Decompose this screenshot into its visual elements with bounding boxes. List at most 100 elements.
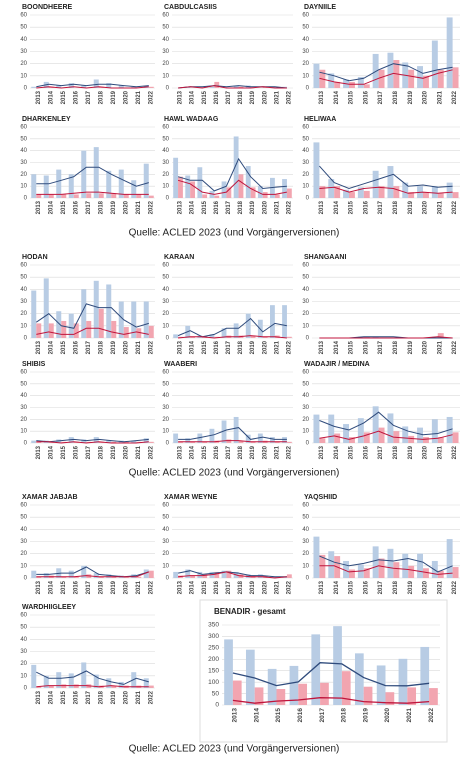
y-tick-label: 10 (302, 429, 309, 435)
x-tick-label: 2020 (123, 445, 129, 459)
bar (402, 426, 409, 443)
bar (111, 320, 117, 338)
x-tick-label: 2015 (349, 200, 355, 214)
chart-title: WAABERI (164, 361, 197, 368)
bar (372, 406, 379, 443)
x-tick-label: 2017 (319, 708, 326, 723)
y-tick-label: 10 (20, 563, 27, 569)
bar (73, 323, 79, 338)
y-tick-label: 20 (20, 311, 27, 317)
bar (61, 576, 67, 578)
bar (319, 186, 326, 198)
x-tick-label: 2021 (136, 445, 142, 459)
x-tick-label: 2014 (190, 200, 196, 214)
bar (173, 571, 179, 578)
bar (202, 441, 208, 443)
bar (31, 174, 37, 198)
bar (408, 435, 415, 443)
x-tick-label: 2020 (123, 90, 129, 104)
x-tick-label: 2019 (111, 690, 117, 704)
bar (372, 170, 379, 198)
x-tick-label: 2014 (253, 708, 260, 723)
x-tick-label: 2021 (437, 200, 443, 214)
bar (36, 686, 42, 688)
x-tick-label: 2017 (378, 340, 384, 354)
x-tick-label: 2016 (214, 580, 220, 594)
y-tick-label: 50 (162, 381, 169, 387)
x-tick-label: 2021 (406, 708, 413, 723)
bar (313, 536, 320, 578)
x-tick-label: 2020 (262, 90, 268, 104)
x-tick-label: 2016 (214, 340, 220, 354)
x-tick-label: 2019 (111, 200, 117, 214)
x-tick-label: 2014 (48, 340, 54, 354)
x-tick-label: 2019 (111, 90, 117, 104)
chart-title: SHIBIS (22, 361, 46, 368)
x-tick-label: 2018 (341, 708, 348, 723)
y-tick-label: 300 (208, 633, 219, 640)
bar (289, 665, 299, 705)
x-tick-label: 2015 (61, 200, 67, 214)
x-tick-label: 2022 (148, 340, 154, 354)
x-tick-label: 2014 (190, 340, 196, 354)
line (178, 427, 287, 440)
bar (178, 441, 183, 443)
x-tick-label: 2019 (250, 445, 256, 459)
y-tick-label: 0 (24, 86, 28, 92)
y-tick-label: 20 (162, 311, 169, 317)
bar (98, 576, 104, 578)
bar (197, 433, 203, 443)
x-tick-label: 2016 (363, 445, 369, 459)
x-tick-label: 2015 (61, 340, 67, 354)
line (177, 317, 287, 338)
bar (363, 336, 370, 338)
bar (214, 195, 220, 198)
line (319, 63, 453, 82)
chart-title: BENADIR - gesamt (214, 607, 286, 616)
y-tick-label: 20 (162, 61, 169, 67)
x-tick-label: 2018 (98, 580, 104, 594)
x-tick-label: 2017 (226, 340, 232, 354)
x-tick-label: 2016 (297, 708, 304, 723)
bar (334, 81, 341, 88)
bar (197, 167, 203, 198)
x-tick-label: 2013 (319, 445, 325, 459)
bar (31, 440, 37, 443)
bar (262, 192, 268, 198)
x-tick-label: 2020 (262, 200, 268, 214)
x-tick-label: 2022 (452, 200, 458, 214)
bar (148, 441, 154, 443)
y-tick-label: 10 (302, 563, 309, 569)
bar (354, 653, 364, 705)
chart-title: BOONDHEERE (22, 4, 73, 11)
x-tick-label: 2015 (202, 200, 208, 214)
y-tick-label: 50 (302, 136, 309, 142)
bar (349, 437, 355, 443)
bar (93, 147, 99, 198)
line (319, 430, 453, 440)
bar (262, 336, 268, 338)
bar (190, 336, 195, 338)
y-tick-label: 20 (162, 417, 169, 423)
bar (274, 441, 280, 443)
y-tick-label: 60 (302, 13, 309, 19)
bar (437, 333, 444, 338)
bar (106, 83, 112, 88)
x-tick-label: 2016 (214, 445, 220, 459)
x-tick-label: 2022 (287, 90, 293, 104)
bar (185, 569, 191, 578)
bar (378, 427, 385, 443)
chart-title: DAYNIILE (304, 4, 336, 11)
x-tick-label: 2014 (48, 90, 54, 104)
bar (387, 166, 394, 198)
y-tick-label: 60 (302, 263, 309, 269)
y-tick-label: 20 (162, 172, 169, 178)
y-tick-label: 30 (162, 405, 169, 411)
x-tick-label: 2013 (178, 445, 184, 459)
x-tick-label: 2020 (123, 200, 129, 214)
y-tick-label: 50 (212, 690, 220, 697)
bar (334, 433, 341, 443)
bar (111, 441, 117, 443)
chart: WARDHIIGLEEY 0 10 20 30 40 50 60 2013 2014 2015 201… (20, 604, 155, 704)
bar (86, 193, 92, 198)
